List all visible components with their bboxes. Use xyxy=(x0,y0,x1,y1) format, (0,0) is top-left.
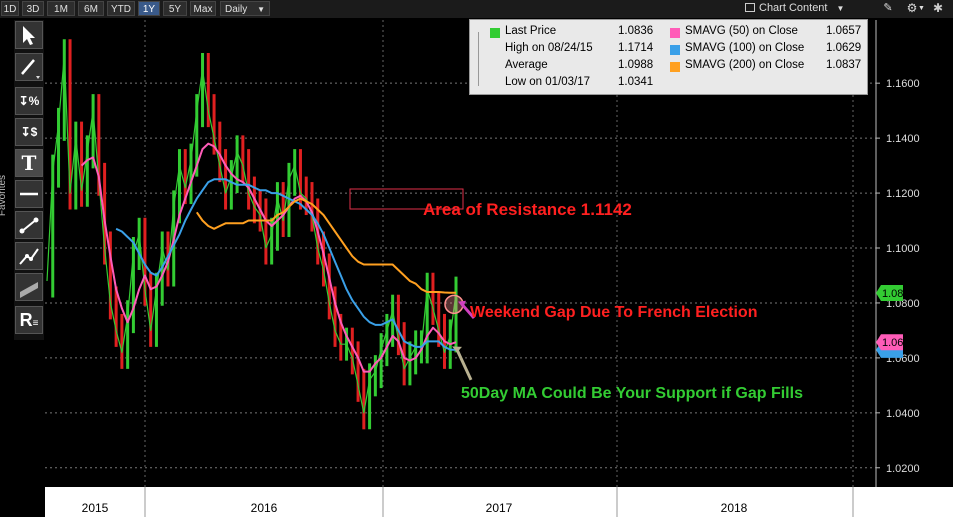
path-icon xyxy=(19,248,39,265)
cursor-arrow-icon xyxy=(23,26,35,45)
legend-tree-icon xyxy=(478,32,484,86)
x-tick-label: 2015 xyxy=(82,501,109,515)
legend-high-value: 1.1714 xyxy=(618,42,654,54)
menu-lines-icon: ≡ xyxy=(32,318,39,329)
pen-icon xyxy=(21,59,40,79)
legend-low-value: 1.0341 xyxy=(618,76,654,88)
support-arrow-head xyxy=(452,346,462,353)
chart-content-label: Chart Content xyxy=(759,2,828,14)
legend-sma50-value: 1.0657 xyxy=(826,25,862,37)
y-tick-label: 1.1200 xyxy=(886,188,920,200)
legend-low-label: Low on 01/03/17 xyxy=(505,76,591,88)
period-5y-button[interactable]: 5Y xyxy=(163,1,187,16)
resistance-box xyxy=(349,188,464,210)
legend-sma100-label: SMAVG (100) on Close xyxy=(685,42,805,54)
annotation-gap: Weekend Gap Due To French Election xyxy=(470,304,757,321)
frequency-label: Daily xyxy=(225,4,248,15)
price-tool-icon[interactable]: ↧$ xyxy=(15,118,43,146)
sma100-line xyxy=(115,178,457,351)
settings-icon[interactable]: ✱ xyxy=(932,1,944,15)
legend-last-price-label: Last Price xyxy=(505,25,557,37)
period-max-button[interactable]: Max xyxy=(190,1,216,16)
x-tick-label: 2016 xyxy=(251,501,278,515)
price-line xyxy=(46,55,457,414)
y-tick-label: 1.0200 xyxy=(886,463,920,475)
plot-background xyxy=(45,20,876,487)
channel-icon xyxy=(20,282,38,298)
r-tool-icon[interactable]: R≡ xyxy=(15,306,43,334)
horizontal-line-tool-icon[interactable] xyxy=(15,180,43,208)
sma50-price-tag-label: 1.0657 xyxy=(882,337,916,349)
r-tool-glyph: R xyxy=(19,310,33,330)
annotation-support: 50Day MA Could Be Your Support if Gap Fi… xyxy=(461,385,803,402)
period-6m-button[interactable]: 6M xyxy=(78,1,104,16)
chart-content-dropdown[interactable]: Chart Content ▼ xyxy=(745,1,870,16)
drawing-toolbox: ↧% ↧$ T R≡ xyxy=(14,20,44,340)
gap-arrow xyxy=(460,303,476,320)
channel-tool-icon[interactable] xyxy=(15,273,43,301)
last-price-tag-shape xyxy=(876,285,903,302)
x-tick-label: 2018 xyxy=(721,501,748,515)
chart-content-icon xyxy=(745,3,755,12)
x-axis-band xyxy=(45,487,953,517)
trend-line-tool-icon[interactable] xyxy=(15,211,43,239)
sma50-price-tag-shape xyxy=(876,334,903,351)
period-1y-button[interactable]: 1Y xyxy=(138,1,160,16)
chart-grid xyxy=(45,20,876,487)
path-tool-icon[interactable] xyxy=(15,242,43,270)
sma50-line xyxy=(80,142,457,373)
text-tool-icon[interactable]: T xyxy=(15,149,43,177)
y-tick-label: 1.1400 xyxy=(886,133,920,145)
gear-chevron-icon: ▼ xyxy=(918,5,925,12)
legend-last-price-value: 1.0836 xyxy=(618,25,654,37)
legend-sma100-value: 1.0629 xyxy=(826,42,862,54)
cursor-tool-icon[interactable] xyxy=(15,21,43,49)
sma200-swatch xyxy=(670,62,680,72)
last-price-tag-label: 1.0836 xyxy=(882,288,916,300)
legend-sma200-value: 1.0837 xyxy=(826,59,862,71)
percent-tool-icon[interactable]: ↧% xyxy=(15,87,43,115)
legend-sma50-label: SMAVG (50) on Close xyxy=(685,25,798,37)
legend-sma200-label: SMAVG (200) on Close xyxy=(685,59,805,71)
chart-series xyxy=(46,39,458,430)
chart-axes: 1.16001.14001.12001.10001.08001.06001.04… xyxy=(45,20,953,517)
trend-line-icon xyxy=(19,217,39,234)
y-tick-label: 1.1000 xyxy=(886,243,920,255)
sma50-swatch xyxy=(670,28,680,38)
annotation-resistance: Area of Resistance 1.1142 xyxy=(423,200,632,219)
x-tick-label: 2017 xyxy=(486,501,513,515)
gap-arrow-head xyxy=(458,300,466,308)
y-tick-label: 1.1600 xyxy=(886,78,920,90)
last-price-swatch xyxy=(490,28,500,38)
legend-average-value: 1.0988 xyxy=(618,59,654,71)
chart-annotation-marks xyxy=(444,294,476,381)
legend-high-label: High on 08/24/15 xyxy=(505,42,593,54)
sma100-swatch xyxy=(670,45,680,55)
pen-tool-icon[interactable] xyxy=(15,53,43,81)
chevron-down-icon: ▼ xyxy=(836,4,845,13)
chart-legend[interactable]: Last Price 1.0836 High on 08/24/15 1.171… xyxy=(469,19,868,95)
chevron-down-icon: ▼ xyxy=(257,5,265,14)
y-tick-label: 1.0400 xyxy=(886,408,920,420)
legend-average-label: Average xyxy=(505,59,548,71)
gear-icon[interactable]: ⚙ xyxy=(906,1,918,15)
period-3d-button[interactable]: 3D xyxy=(22,1,44,16)
sma200-line xyxy=(195,197,456,294)
resistance-zone xyxy=(349,188,464,210)
period-1m-button[interactable]: 1M xyxy=(47,1,75,16)
period-ytd-button[interactable]: YTD xyxy=(107,1,135,16)
horizontal-line-icon xyxy=(20,192,38,196)
support-arrow xyxy=(455,349,473,381)
top-toolbar: 1D 3D 1M 6M YTD 1Y 5Y Max Daily ▼ Chart … xyxy=(0,0,953,18)
period-1d-button[interactable]: 1D xyxy=(1,1,19,16)
frequency-dropdown[interactable]: Daily ▼ xyxy=(220,1,270,16)
edit-icon[interactable]: ✎ xyxy=(883,2,893,14)
